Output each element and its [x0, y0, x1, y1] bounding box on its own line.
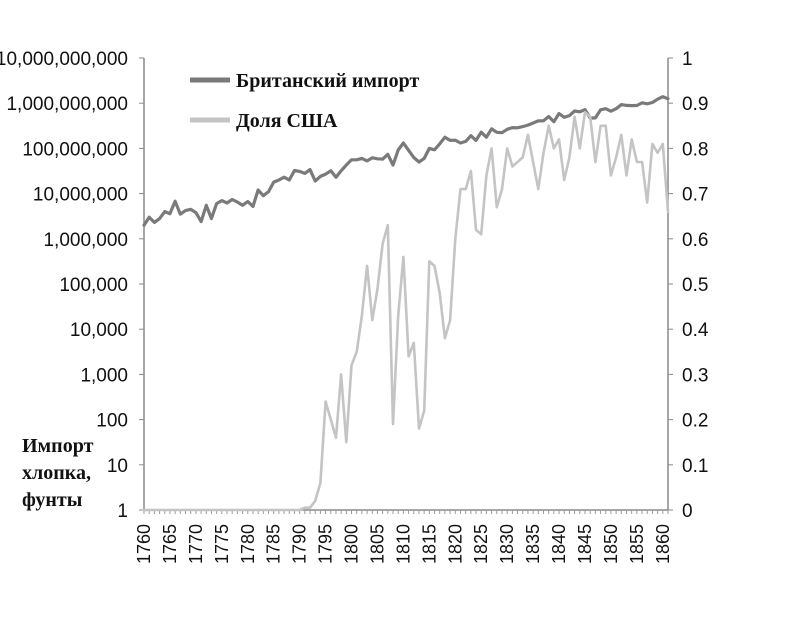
x-tick-label: 1850	[601, 524, 621, 564]
y-label-line: Импорт	[22, 435, 94, 457]
x-tick-label: 1760	[134, 524, 154, 564]
left-tick-label: 1,000,000,000	[6, 94, 128, 115]
x-tick-label: 1765	[160, 524, 180, 564]
x-tick-label: 1780	[238, 524, 258, 564]
left-axis-ticks: 1 10 100 1,000 10,000 100,000 1,000,000 10,000,…	[0, 49, 144, 522]
left-tick-label: 100	[96, 411, 128, 432]
left-tick-label: 10,000,000,000	[0, 49, 128, 70]
x-tick-label: 1820	[445, 524, 465, 564]
x-tick-label: 1775	[212, 524, 232, 564]
x-tick-label: 1845	[575, 524, 595, 564]
right-tick-label: 0.5	[682, 275, 708, 296]
x-tick-label: 1840	[549, 524, 569, 564]
left-tick-label: 10,000,000	[33, 185, 128, 206]
y-axis-label: Импорт хлопка, фунты	[22, 435, 94, 511]
legend: Британский импорт Доля США	[190, 70, 419, 132]
left-tick-label: 100,000,000	[22, 139, 128, 160]
right-axis-ticks: 0 0.1 0.2 0.3 0.4 0.5 0.6 0.7 0.8 0.9 1	[668, 49, 709, 522]
series-line-us-share	[142, 110, 670, 512]
legend-label: Доля США	[236, 110, 338, 132]
left-tick-label: 1,000	[80, 365, 128, 386]
left-tick-label: 1	[117, 501, 128, 522]
right-tick-label: 0.7	[682, 185, 708, 206]
series-line-british-import	[142, 95, 670, 227]
right-tick-label: 0.3	[682, 365, 708, 386]
x-tick-label: 1810	[393, 524, 413, 564]
x-tick-label: 1815	[419, 524, 439, 564]
x-tick-label: 1825	[471, 524, 491, 564]
x-tick-label: 1785	[264, 524, 284, 564]
x-tick-label: 1855	[627, 524, 647, 564]
left-tick-label: 10	[107, 456, 128, 477]
x-tick-label: 1860	[653, 524, 673, 564]
series-layer	[142, 95, 670, 512]
y-label-line: фунты	[22, 489, 83, 511]
y-label-line: хлопка,	[22, 462, 91, 484]
legend-label: Британский импорт	[236, 70, 419, 92]
x-tick-label: 1770	[186, 524, 206, 564]
x-axis-ticks: 1760 1765 1770 1775 1780 1785 1790 1795 1800 1805…	[134, 510, 673, 564]
right-tick-label: 0.1	[682, 456, 708, 477]
x-tick-label: 1830	[497, 524, 517, 564]
left-tick-label: 1,000,000	[43, 230, 128, 251]
right-tick-label: 0.4	[682, 320, 709, 341]
x-tick-label: 1790	[290, 524, 310, 564]
left-tick-label: 100,000	[59, 275, 128, 296]
x-tick-label: 1805	[367, 524, 387, 564]
x-tick-label: 1800	[342, 524, 362, 564]
x-tick-label: 1795	[316, 524, 336, 564]
right-tick-label: 0.2	[682, 411, 708, 432]
right-tick-label: 0	[682, 501, 693, 522]
right-tick-label: 0.6	[682, 230, 708, 251]
right-tick-label: 0.8	[682, 139, 708, 160]
x-tick-label: 1835	[523, 524, 543, 564]
right-tick-label: 0.9	[682, 94, 708, 115]
right-tick-label: 1	[682, 49, 693, 70]
left-tick-label: 10,000	[70, 320, 128, 341]
